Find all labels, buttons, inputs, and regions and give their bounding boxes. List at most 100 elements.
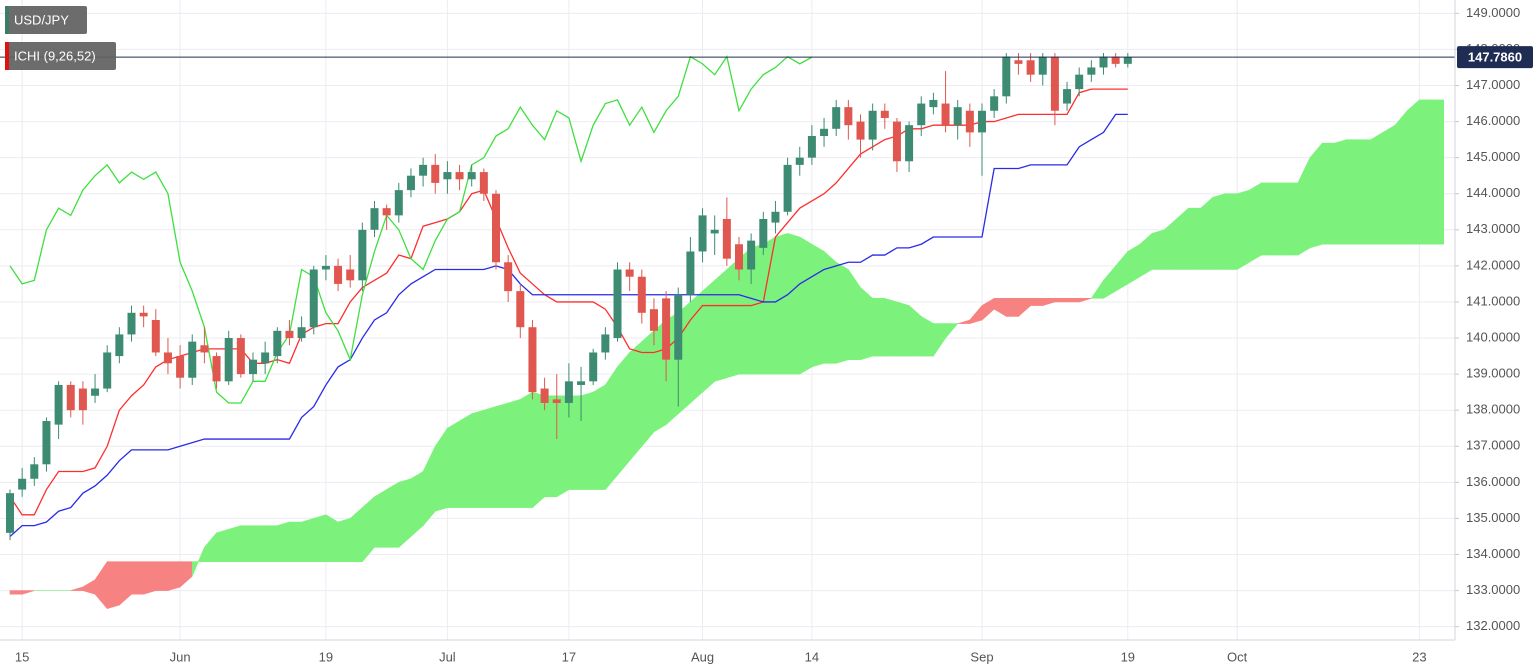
legend-label: USD/JPY <box>14 12 69 27</box>
indicator-line <box>9 55 813 404</box>
cloud-segment <box>398 478 412 548</box>
candle-body <box>419 164 428 176</box>
y-tick-label: 140.0000 <box>1466 329 1520 344</box>
indicator-line <box>9 113 1128 537</box>
cloud-segment <box>1394 109 1408 245</box>
candle-body <box>1063 89 1072 104</box>
y-tick-label: 145.0000 <box>1466 149 1520 164</box>
x-tick-label: 19 <box>319 649 333 664</box>
candle-body <box>358 229 367 281</box>
cloud-segment <box>556 395 570 498</box>
candle-body <box>18 478 27 490</box>
y-tick-label: 143.0000 <box>1466 221 1520 236</box>
cloud-segment <box>884 297 898 357</box>
cloud-segment <box>447 420 460 508</box>
cloud-segment <box>799 236 813 375</box>
candle-body <box>783 164 792 212</box>
y-tick-label: 141.0000 <box>1466 293 1520 308</box>
cloud-segment <box>872 298 886 357</box>
cloud-segment <box>1078 298 1092 303</box>
cloud-segment <box>896 301 910 357</box>
cloud-segment <box>325 514 339 563</box>
candle-body <box>698 215 707 252</box>
candle-body <box>528 327 537 393</box>
cloud-segment <box>1285 182 1299 256</box>
y-tick-label: 134.0000 <box>1466 546 1520 561</box>
candle-body <box>1123 57 1132 64</box>
x-tick-label: Aug <box>691 649 714 664</box>
y-tick-label: 138.0000 <box>1466 402 1520 417</box>
candle-body <box>577 381 586 385</box>
y-tick-label: 133.0000 <box>1466 582 1520 597</box>
candle-body <box>406 175 415 191</box>
candle-body <box>30 464 39 479</box>
cloud-segment <box>714 268 728 382</box>
y-tick-label: 144.0000 <box>1466 185 1520 200</box>
cloud-segment <box>106 561 120 610</box>
y-tick-label: 147.0000 <box>1466 77 1520 92</box>
y-tick-label: 135.0000 <box>1466 510 1520 525</box>
cloud-segment <box>629 340 643 462</box>
cloud-segment <box>459 413 473 508</box>
indicator-line <box>9 88 1128 516</box>
x-tick-label: 23 <box>1412 649 1426 664</box>
candle-body <box>552 399 561 403</box>
candle-body <box>42 421 51 465</box>
x-tick-label: Jul <box>439 649 456 664</box>
candle-body <box>735 244 743 270</box>
candle-body <box>1014 60 1023 64</box>
cloud-segment <box>410 470 424 538</box>
candle-body <box>455 172 464 180</box>
x-tick-label: Jun <box>170 649 191 664</box>
legend-swatch <box>5 6 9 34</box>
candle-body <box>492 193 500 263</box>
legend-box <box>5 42 116 70</box>
candle-body <box>1099 56 1108 68</box>
legend-label: ICHI (9,26,52) <box>14 48 96 63</box>
cloud-segment <box>313 514 327 563</box>
candle-body <box>334 265 343 284</box>
cloud-segment <box>544 395 558 498</box>
candle-body <box>346 269 355 281</box>
cloud-segment <box>762 236 776 375</box>
x-tick-label: 19 <box>1121 649 1135 664</box>
cloud-segment <box>1236 189 1250 271</box>
candle-body <box>564 381 573 403</box>
x-tick-label: 17 <box>562 649 576 664</box>
cloud-segment <box>835 261 849 364</box>
cloud-segment <box>264 525 278 563</box>
cloud-segment <box>240 525 254 563</box>
candle-body <box>115 334 124 357</box>
cloud-segment <box>167 561 181 591</box>
cloud-segment <box>155 561 169 591</box>
cloud-segment <box>1273 182 1287 256</box>
candle-body <box>880 110 889 118</box>
cloud-segment <box>386 481 400 548</box>
cloud-segment <box>1200 196 1214 270</box>
cloud-segment <box>1382 124 1396 245</box>
candle-body <box>91 388 100 396</box>
candle-body <box>176 356 185 378</box>
candle-body <box>1087 67 1096 75</box>
candle-body <box>868 110 877 140</box>
candle-body <box>224 338 233 382</box>
candle-body <box>722 218 731 259</box>
candle-body <box>625 269 634 277</box>
candle-body <box>820 128 829 137</box>
y-tick-label: 146.0000 <box>1466 113 1520 128</box>
candle-body <box>394 190 403 216</box>
cloud-segment <box>1212 193 1226 270</box>
candle-body <box>844 107 853 126</box>
cloud-segment <box>1188 207 1201 270</box>
candle-body <box>905 125 914 162</box>
cloud-segment <box>1358 139 1372 245</box>
cloud-segment <box>337 518 351 563</box>
candle-body <box>249 359 257 375</box>
candle-body <box>686 251 695 295</box>
last-price-box <box>1457 46 1533 69</box>
cloud-segment <box>1005 298 1019 317</box>
candle-body <box>236 338 245 375</box>
candle-body <box>771 211 780 223</box>
candle-body <box>649 309 658 331</box>
